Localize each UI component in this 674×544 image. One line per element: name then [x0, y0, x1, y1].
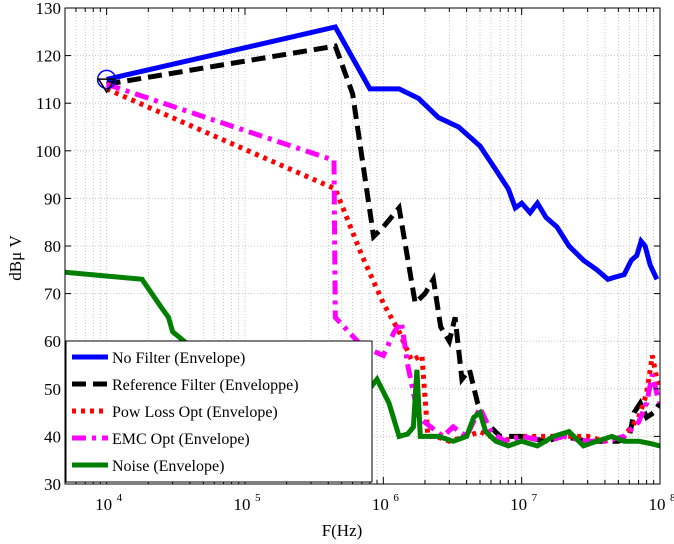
- series-marker: [97, 78, 116, 94]
- y-tick-label: 40: [44, 427, 61, 446]
- series-line: [106, 24, 660, 283]
- markers: [96, 69, 117, 94]
- x-tick-label: 10: [95, 495, 112, 514]
- y-tick-label: 60: [44, 332, 61, 351]
- legend-box: [65, 340, 373, 483]
- legend-label: EMC Opt (Envelope): [112, 431, 250, 448]
- y-tick-label: 80: [44, 237, 61, 256]
- y-tick-label: 120: [36, 47, 62, 66]
- y-tick-label: 50: [44, 380, 61, 399]
- y-axis-ticks: 30 40 50 60 70 80 90 100 110 120 130: [36, 0, 660, 494]
- x-tick-exponent: 7: [532, 492, 538, 504]
- x-tick-exponent: 4: [117, 492, 123, 504]
- x-axis-title: F(Hz): [322, 521, 363, 540]
- x-axis-ticks: 10 4 10 5 10 6 10 7 10 8: [64, 8, 674, 514]
- x-tick-label: 10: [233, 495, 250, 514]
- legend-label: Pow Loss Opt (Envelope): [112, 404, 278, 421]
- y-tick-label: 110: [36, 94, 61, 113]
- x-tick-label: 10: [649, 495, 666, 514]
- x-tick-exponent: 5: [255, 492, 261, 504]
- x-tick-exponent: 6: [393, 492, 399, 504]
- legend-label: No Filter (Envelope): [112, 350, 245, 367]
- x-tick-label: 10: [510, 495, 527, 514]
- y-tick-label: 100: [36, 142, 62, 161]
- x-tick-exponent: 8: [670, 492, 674, 504]
- y-tick-label: 30: [44, 475, 61, 494]
- legend-label: Noise (Envelope): [112, 458, 224, 475]
- series-marker: [96, 69, 117, 90]
- legend: No Filter (Envelope) Reference Filter (En…: [65, 340, 373, 483]
- x-tick-label: 10: [372, 495, 389, 514]
- y-tick-label: 130: [36, 0, 62, 18]
- y-axis-title: dBμ V: [6, 235, 25, 281]
- legend-label: Reference Filter (Enveloppe): [112, 377, 299, 394]
- y-tick-label: 90: [44, 189, 61, 208]
- y-tick-label: 70: [44, 285, 61, 304]
